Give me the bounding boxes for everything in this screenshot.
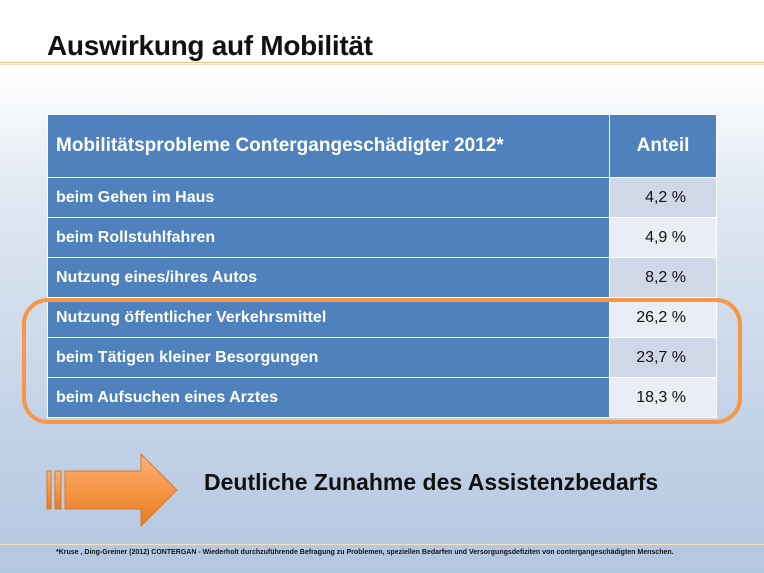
footnote: *Kruse , Ding-Greiner (2012) CONTERGAN -…	[56, 549, 674, 556]
mobility-problems-table: Mobilitätsprobleme Contergangeschädigter…	[47, 114, 717, 418]
row-value: 18,3 %	[609, 377, 717, 418]
row-label: beim Tätigen kleiner Besorgungen	[47, 337, 610, 378]
row-value: 4,2 %	[609, 177, 717, 218]
table-header-row: Mobilitätsprobleme Contergangeschädigter…	[47, 114, 717, 178]
title-divider	[0, 62, 764, 63]
table-row: beim Aufsuchen eines Arztes 18,3 %	[47, 377, 717, 418]
table-header-value: Anteil	[609, 114, 717, 178]
row-label: Nutzung öffentlicher Verkehrsmittel	[47, 297, 610, 338]
row-label: beim Rollstuhlfahren	[47, 217, 610, 258]
table-row: beim Tätigen kleiner Besorgungen 23,7 %	[47, 337, 717, 378]
row-value: 4,9 %	[609, 217, 717, 258]
footer-divider	[0, 544, 764, 545]
table-row: Nutzung öffentlicher Verkehrsmittel 26,2…	[47, 297, 717, 338]
conclusion-text: Deutliche Zunahme des Assistenzbedarfs	[204, 469, 659, 495]
table-row: beim Rollstuhlfahren 4,9 %	[47, 217, 717, 258]
row-value: 23,7 %	[609, 337, 717, 378]
row-label: beim Gehen im Haus	[47, 177, 610, 218]
table-row: Nutzung eines/ihres Autos 8,2 %	[47, 257, 717, 298]
title-divider-secondary	[0, 64, 764, 65]
slide-title: Auswirkung auf Mobilität	[47, 30, 373, 61]
row-label: beim Aufsuchen eines Arztes	[47, 377, 610, 418]
table-header-label: Mobilitätsprobleme Contergangeschädigter…	[47, 114, 610, 178]
row-value: 26,2 %	[609, 297, 717, 338]
row-value: 8,2 %	[609, 257, 717, 298]
table-row: beim Gehen im Haus 4,2 %	[47, 177, 717, 218]
row-label: Nutzung eines/ihres Autos	[47, 257, 610, 298]
right-arrow-icon	[46, 452, 178, 528]
